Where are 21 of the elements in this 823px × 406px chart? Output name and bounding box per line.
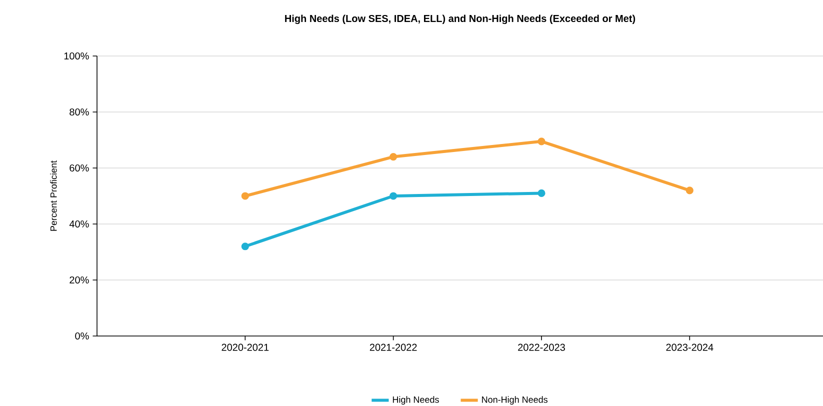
y-tick-label: 80% [70,108,89,116]
legend-label: High Needs [392,396,439,405]
x-tick-label: 2022-2023 [518,344,565,351]
point [241,192,249,200]
y-tick-label: 100% [64,52,89,60]
x-tick-label: 2023-2024 [666,344,714,351]
point [686,186,694,194]
y-tick-label: 60% [70,164,89,172]
x-tick-label: 2020-2021 [222,344,269,351]
x-tick-label: 2021-2022 [370,344,417,351]
legend-label: Non-High Needs [482,396,548,405]
y-tick-label: 0% [75,332,89,340]
point [538,189,546,197]
y-tick-label: 20% [70,276,89,284]
chart-title: High Needs (Low SES, IDEA, ELL) and Non-High Needs (Exceeded or Met) [285,14,636,24]
point [390,152,398,161]
point [241,242,249,250]
point [390,192,398,200]
y-tick-label: 40% [69,220,89,228]
y-axis-title: Percent Proficient [50,160,57,231]
point [538,138,546,146]
